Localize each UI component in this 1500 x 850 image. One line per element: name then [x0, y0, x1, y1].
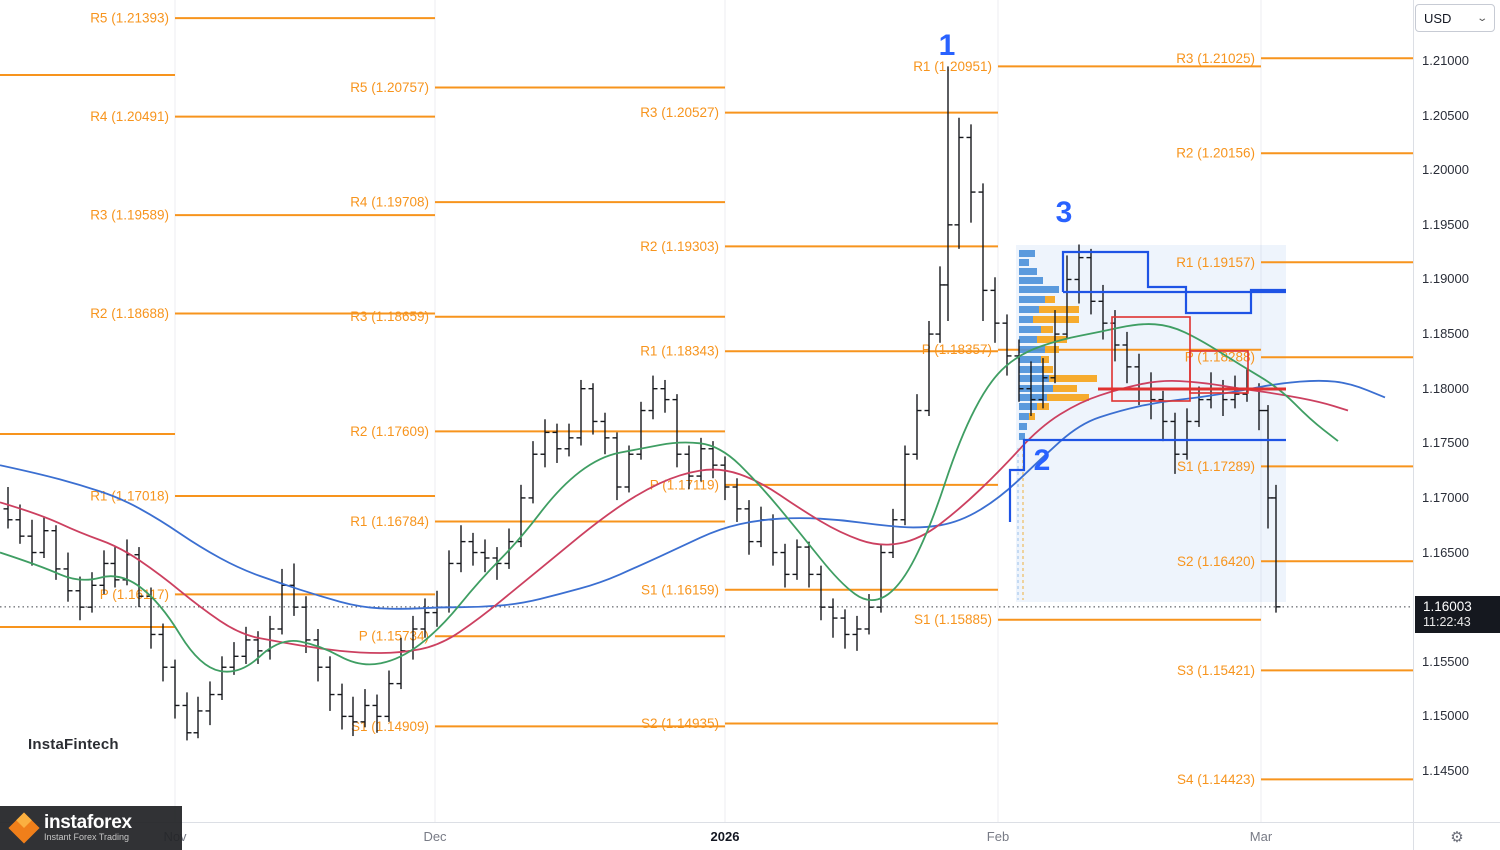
- watermark: InstaFintech: [28, 736, 119, 753]
- last-price: 1.16003: [1423, 598, 1472, 614]
- pivot-label: S1 (1.16159): [641, 582, 719, 597]
- price-axis-label: 1.20500: [1422, 107, 1469, 123]
- chevron-down-icon: ⌄: [1475, 12, 1488, 24]
- wave-annotation: 2: [1034, 444, 1051, 477]
- time-axis-label: Dec: [423, 829, 447, 844]
- price-axis-label: 1.17000: [1422, 489, 1469, 505]
- red-pattern-box: [1189, 350, 1249, 394]
- pivot-label: S2 (1.16420): [1177, 554, 1255, 569]
- pivot-label: R3 (1.19589): [90, 208, 169, 223]
- ma-fast-green: [0, 323, 1339, 673]
- pivot-label: R2 (1.17609): [350, 424, 429, 439]
- price-axis-label: 1.14500: [1422, 763, 1469, 778]
- time-axis-label: 2026: [710, 829, 740, 844]
- price-axis-label: 1.19500: [1422, 216, 1469, 232]
- axis-corner: ⚙: [1413, 822, 1500, 850]
- price-axis-label: 1.21000: [1422, 53, 1469, 68]
- pivot-label: R3 (1.18659): [350, 309, 429, 324]
- pivot-label: P (1.17119): [650, 477, 719, 492]
- pivot-label: R2 (1.20156): [1176, 146, 1255, 161]
- pivot-label: R1 (1.19157): [1176, 255, 1255, 270]
- pivot-label: S4 (1.14423): [1177, 772, 1255, 787]
- price-chart: R5 (1.21393) R4 (1.20491) R3 (1.19589) R2 (…: [0, 0, 1413, 822]
- pivot-label: R1 (1.16784): [350, 514, 429, 529]
- time-axis-label: Feb: [986, 829, 1010, 844]
- pivot-label: R2 (1.19303): [640, 239, 719, 254]
- pivot-label: S1 (1.14909): [351, 719, 429, 734]
- currency-label: USD: [1424, 10, 1452, 26]
- pivot-label: R5 (1.21393): [90, 11, 169, 26]
- accumulation-zone: [1016, 245, 1286, 602]
- price-axis-label: 1.18500: [1422, 326, 1469, 342]
- pivot-label: R4 (1.20491): [90, 109, 169, 124]
- time-axis-label: Mar: [1249, 829, 1273, 844]
- price-axis-label: 1.16500: [1422, 544, 1469, 560]
- pivot-label: S2 (1.14935): [641, 716, 719, 731]
- pivot-label: S1 (1.17289): [1177, 459, 1255, 474]
- price-axis-label: 1.17500: [1422, 435, 1469, 451]
- blue-structure-line: [1008, 438, 1286, 522]
- blue-structure-line: [1061, 250, 1286, 315]
- price-axis-label: 1.19000: [1422, 271, 1469, 287]
- price-axis-label: 1.20000: [1422, 162, 1469, 178]
- wave-annotation: 3: [1056, 196, 1073, 229]
- pivot-label: R5 (1.20757): [350, 80, 429, 95]
- pivot-label: R4 (1.19708): [350, 195, 429, 210]
- brand-tagline: Instant Forex Trading: [44, 832, 130, 842]
- pattern-overlays: [1008, 250, 1286, 522]
- price-axis-label: 1.15000: [1422, 708, 1469, 724]
- settings-gear-icon[interactable]: ⚙: [1450, 828, 1464, 846]
- wave-annotation: 1: [939, 29, 956, 62]
- price-axis-label: 1.18000: [1422, 380, 1469, 396]
- pivot-label: S3 (1.15421): [1177, 663, 1255, 678]
- price-axis-label: 1.15500: [1422, 653, 1469, 669]
- currency-dropdown[interactable]: USD ⌄: [1415, 4, 1495, 32]
- instaforex-logo: instaforex Instant Forex Trading: [0, 806, 182, 850]
- brand-name: instaforex: [44, 812, 132, 833]
- instaforex-logo-icon: [8, 812, 40, 844]
- pivot-label: R1 (1.18343): [640, 344, 719, 359]
- pivot-label: P (1.18357): [922, 342, 992, 357]
- zone-dashed-lines: [1017, 448, 1024, 600]
- pivot-label: S1 (1.15885): [914, 612, 992, 627]
- pivot-label: R3 (1.21025): [1176, 51, 1255, 66]
- chart-canvas[interactable]: R5 (1.21393) R4 (1.20491) R3 (1.19589) R2 (…: [0, 0, 1413, 822]
- last-price-badge: 1.16003 11:22:43: [1415, 595, 1500, 633]
- pivot-label: R1 (1.17018): [90, 488, 169, 503]
- pivot-label: R3 (1.20527): [640, 105, 719, 120]
- pivot-label: R1 (1.20951): [913, 59, 992, 74]
- pivot-levels: R5 (1.21393) R4 (1.20491) R3 (1.19589) R2 (…: [0, 11, 1413, 787]
- pivot-label: R2 (1.18688): [90, 306, 169, 321]
- candlestick-series: [3, 66, 1281, 741]
- price-axis[interactable]: 1.21000 1.20500 1.20000 1.19500 1.19000 1.185…: [1413, 0, 1500, 822]
- time-axis[interactable]: NovDec2026FebMar: [0, 822, 1413, 850]
- ma-slow-blue: [0, 379, 1386, 610]
- pivot-label: P (1.15734): [359, 629, 429, 644]
- pivot-label: P (1.16117): [100, 587, 169, 602]
- bar-countdown: 11:22:43: [1423, 614, 1471, 629]
- wave-annotations: 1 2 3: [939, 29, 1073, 477]
- pivot-label: P (1.18288): [1185, 350, 1255, 365]
